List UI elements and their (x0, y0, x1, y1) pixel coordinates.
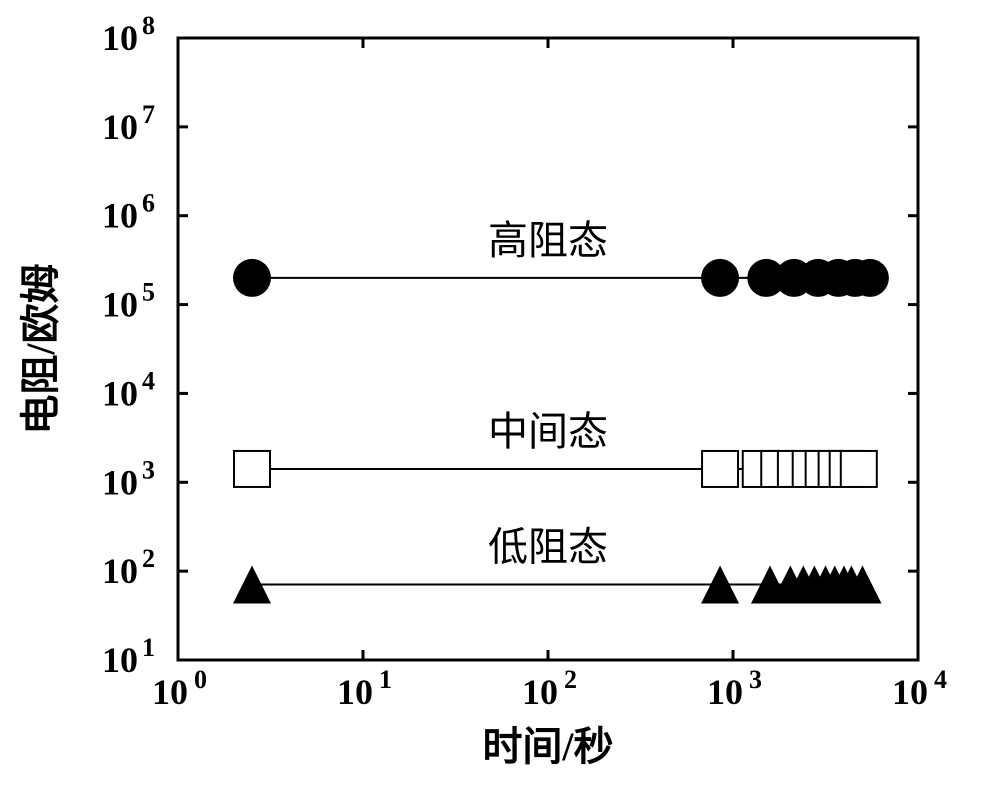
svg-text:2: 2 (564, 665, 577, 694)
series-label-low: 低阻态 (488, 524, 608, 569)
svg-text:3: 3 (749, 665, 762, 694)
svg-text:10: 10 (337, 672, 373, 712)
resistance-time-chart: 100101102103104101102103104105106107108电… (0, 0, 1000, 808)
svg-text:5: 5 (142, 278, 155, 307)
svg-text:10: 10 (102, 551, 138, 591)
svg-text:10: 10 (102, 196, 138, 236)
svg-text:1: 1 (379, 665, 392, 694)
svg-text:10: 10 (152, 672, 188, 712)
svg-text:10: 10 (522, 672, 558, 712)
svg-text:10: 10 (102, 285, 138, 325)
svg-text:6: 6 (142, 189, 155, 218)
svg-text:10: 10 (707, 672, 743, 712)
svg-text:8: 8 (142, 11, 155, 40)
svg-text:2: 2 (142, 544, 155, 573)
svg-text:10: 10 (102, 462, 138, 502)
svg-text:0: 0 (194, 665, 207, 694)
svg-text:4: 4 (934, 665, 947, 694)
svg-text:1: 1 (142, 633, 155, 662)
svg-text:10: 10 (102, 373, 138, 413)
svg-text:10: 10 (892, 672, 928, 712)
series-label-mid: 中间态 (488, 409, 608, 454)
svg-text:3: 3 (142, 455, 155, 484)
y-axis-label: 电阻/欧姆 (18, 263, 63, 434)
svg-text:10: 10 (102, 107, 138, 147)
svg-text:4: 4 (142, 366, 155, 395)
svg-text:7: 7 (142, 100, 155, 129)
svg-text:10: 10 (102, 640, 138, 680)
x-axis-label: 时间/秒 (482, 724, 613, 769)
series-label-high: 高阻态 (488, 218, 608, 263)
svg-text:10: 10 (102, 18, 138, 58)
